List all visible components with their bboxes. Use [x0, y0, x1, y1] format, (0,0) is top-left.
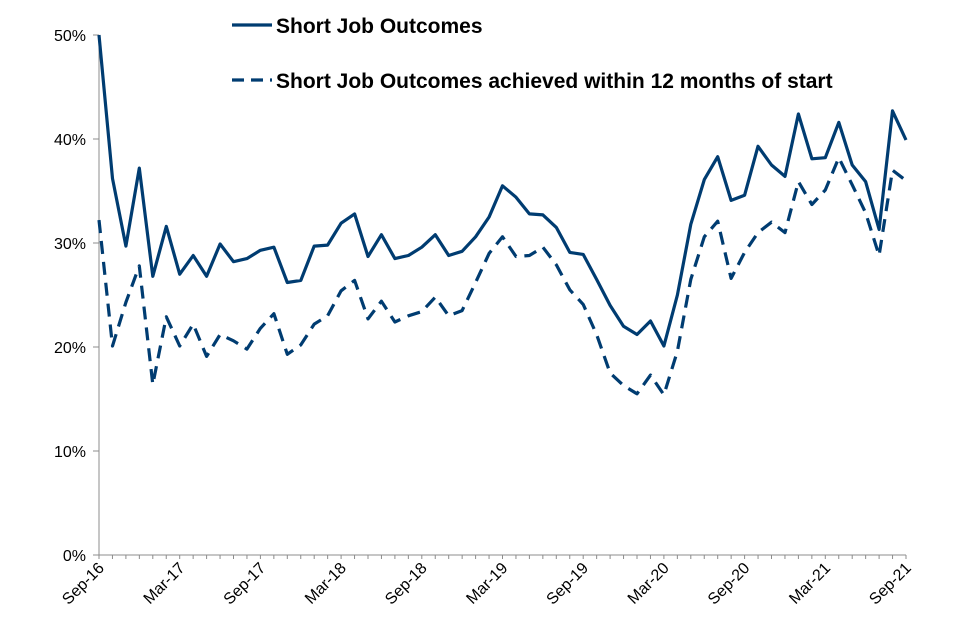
- y-tick-label: 10%: [54, 444, 86, 461]
- x-tick-label: Sep-18: [382, 560, 431, 609]
- x-tick-label: Mar-20: [625, 560, 673, 608]
- y-tick-label: 50%: [54, 28, 86, 45]
- y-tick-label: 20%: [54, 340, 86, 357]
- x-tick-label: Mar-17: [141, 560, 189, 608]
- legend-label-2: Short Job Outcomes achieved within 12 mo…: [276, 70, 833, 93]
- x-tick-label: Sep-21: [866, 560, 915, 609]
- x-tick-label: Sep-17: [221, 560, 270, 609]
- y-tick-label: 40%: [54, 132, 86, 149]
- x-tick-label: Sep-19: [544, 560, 593, 609]
- series-line-2: [97, 156, 907, 397]
- y-tick-label: 30%: [54, 236, 86, 253]
- x-tick-label: Sep-20: [705, 560, 754, 609]
- y-tick-label: 0%: [63, 548, 86, 565]
- x-tick-label: Mar-18: [302, 560, 350, 608]
- x-axis-ticks: Sep-16 Mar-17 Sep-17 Mar-18 Sep-18 Mar-19 Sep-…: [59, 555, 915, 608]
- x-tick-label: Mar-21: [786, 560, 834, 608]
- series-line-1: [97, 34, 908, 348]
- axes: [98, 35, 906, 556]
- series-layer: [97, 34, 908, 397]
- legend: Short Job Outcomes Short Job Outcomes ach…: [232, 15, 833, 93]
- x-tick-label: Mar-19: [463, 560, 511, 608]
- x-tick-label: Sep-16: [59, 560, 108, 609]
- legend-label-1: Short Job Outcomes: [276, 15, 483, 38]
- y-axis-ticks: 0% 10% 20% 30% 40% 50%: [54, 28, 99, 565]
